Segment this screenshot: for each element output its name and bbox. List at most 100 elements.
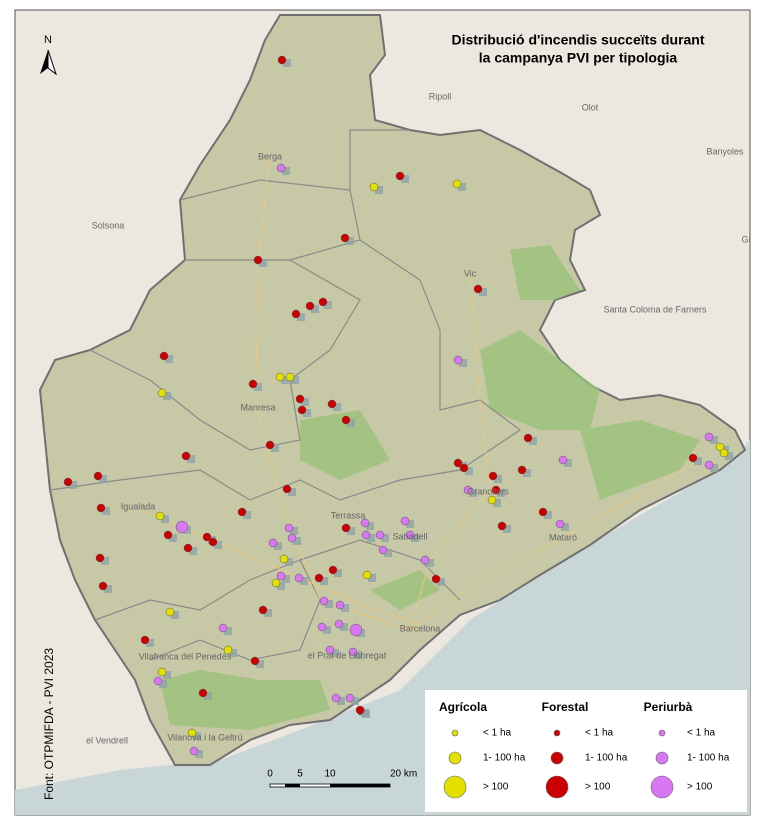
- site-marker: [282, 167, 290, 175]
- site-marker: [69, 481, 77, 489]
- fire-point: [459, 463, 469, 473]
- site-marker: [264, 609, 272, 617]
- fire-point: [538, 507, 548, 517]
- fire-point: [175, 520, 189, 534]
- fire-point: [95, 553, 105, 563]
- fire-point: [271, 578, 281, 588]
- site-marker: [437, 578, 445, 586]
- site-marker: [99, 475, 107, 483]
- site-marker: [102, 507, 110, 515]
- site-marker: [285, 558, 293, 566]
- fire-point: [63, 477, 73, 487]
- fire-points: [63, 55, 733, 758]
- scale-label: 20 km: [390, 769, 417, 780]
- site-marker: [458, 183, 466, 191]
- site-marker: [375, 186, 383, 194]
- place-label: Solsona: [92, 220, 125, 230]
- site-marker: [243, 511, 251, 519]
- site-marker: [337, 697, 345, 705]
- fire-point: [517, 465, 527, 475]
- site-marker: [347, 419, 355, 427]
- fire-point: [340, 233, 350, 243]
- site-marker: [254, 383, 262, 391]
- fire-point: [355, 705, 365, 715]
- fire-point: [140, 635, 150, 645]
- fire-point: [341, 415, 351, 425]
- fire-point: [497, 521, 507, 531]
- site-marker: [710, 436, 718, 444]
- site-marker: [469, 489, 477, 497]
- legend-swatch: [448, 751, 462, 765]
- legend-group: Agrícola: [439, 700, 487, 714]
- site-marker: [271, 444, 279, 452]
- site-marker: [259, 259, 267, 267]
- site-marker: [288, 488, 296, 496]
- site-marker: [334, 569, 342, 577]
- site-marker: [256, 660, 264, 668]
- site-marker: [311, 305, 319, 313]
- fire-point: [400, 516, 410, 526]
- site-marker: [503, 525, 511, 533]
- site-marker: [281, 376, 289, 384]
- place-label: Gi: [742, 234, 751, 244]
- fire-point: [208, 537, 218, 547]
- fire-point: [452, 179, 462, 189]
- fire-point: [218, 623, 228, 633]
- fire-point: [488, 471, 498, 481]
- fire-point: [317, 622, 327, 632]
- site-marker: [331, 649, 339, 657]
- site-marker: [361, 709, 369, 717]
- fire-point: [375, 530, 385, 540]
- fire-point: [253, 255, 263, 265]
- legend-group: Periurbà: [644, 700, 693, 714]
- site-marker: [465, 467, 473, 475]
- fire-point: [297, 405, 307, 415]
- site-marker: [367, 534, 375, 542]
- legend-label: > 100: [483, 782, 509, 793]
- site-marker: [561, 523, 569, 531]
- site-marker: [347, 527, 355, 535]
- fire-point: [348, 647, 358, 657]
- place-label: Berga: [258, 151, 282, 161]
- fire-point: [369, 182, 379, 192]
- fire-point: [287, 533, 297, 543]
- site-marker: [411, 534, 419, 542]
- fire-point: [155, 511, 165, 521]
- fire-point: [704, 432, 714, 442]
- place-label: Terrassa: [331, 510, 366, 520]
- fire-point: [165, 607, 175, 617]
- legend-label: 1- 100 ha: [585, 753, 628, 764]
- site-marker: [381, 534, 389, 542]
- site-marker: [710, 464, 718, 472]
- fire-point: [314, 573, 324, 583]
- place-label: Olot: [582, 102, 599, 112]
- fire-point: [93, 471, 103, 481]
- fire-point: [268, 538, 278, 548]
- fire-point: [704, 460, 714, 470]
- place-label: Vilanova i la Geltrú: [167, 732, 242, 742]
- site-marker: [189, 547, 197, 555]
- site-marker: [283, 59, 291, 67]
- place-label: Vilafranca del Penedès: [139, 651, 232, 661]
- site-marker: [351, 697, 359, 705]
- site-marker: [323, 626, 331, 634]
- fire-point: [715, 442, 725, 452]
- site-marker: [163, 392, 171, 400]
- fire-point: [181, 451, 191, 461]
- site-marker: [204, 692, 212, 700]
- site-marker: [101, 557, 109, 565]
- fire-point: [378, 545, 388, 555]
- site-marker: [297, 313, 305, 321]
- site-marker: [529, 437, 537, 445]
- site-marker: [694, 457, 702, 465]
- place-label: Manresa: [240, 402, 275, 412]
- fire-point: [248, 379, 258, 389]
- site-marker: [169, 534, 177, 542]
- fire-point: [285, 372, 295, 382]
- site-marker: [354, 651, 362, 659]
- site-marker: [459, 359, 467, 367]
- title: Distribució d'incendis succeïts durant: [451, 32, 704, 48]
- fire-point: [341, 523, 351, 533]
- fire-point: [282, 484, 292, 494]
- site-marker: [187, 455, 195, 463]
